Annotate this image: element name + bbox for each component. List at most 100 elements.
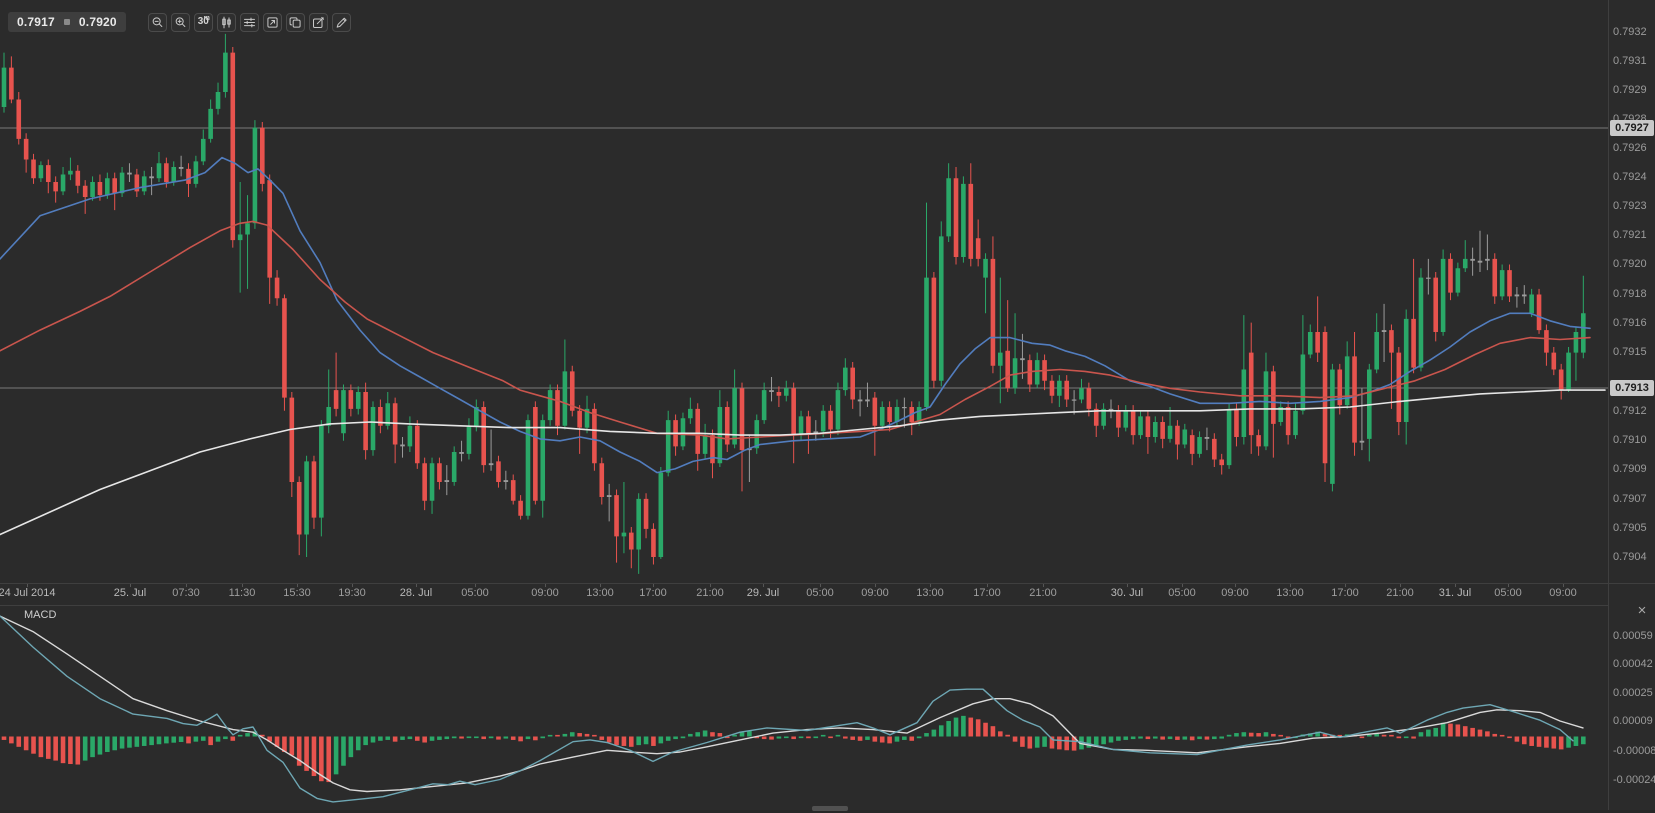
macd-signal-line-teal[interactable]	[0, 615, 1574, 803]
macd-axis-label: -0.00008	[1613, 745, 1655, 757]
time-axis-label: 05:00	[806, 587, 834, 599]
edit-chart-button[interactable]	[308, 12, 328, 32]
expand-chart-button[interactable]	[262, 12, 282, 32]
candle	[791, 382, 796, 464]
macd-bar	[857, 736, 863, 741]
macd-bar	[223, 736, 228, 740]
candle	[1581, 275, 1586, 359]
macd-bar	[879, 736, 885, 743]
macd-bar	[1389, 734, 1394, 737]
macd-bar	[75, 736, 81, 765]
candle	[651, 523, 656, 565]
macd-bar	[1108, 736, 1114, 743]
candle	[311, 455, 317, 529]
chart-type-candles-button[interactable]	[216, 12, 236, 32]
macd-bar	[754, 736, 760, 739]
bid-ask-quote[interactable]: 0.7917 0.7920	[8, 12, 126, 32]
macd-bar	[518, 736, 523, 742]
macd-bar	[547, 734, 553, 737]
candle	[1248, 322, 1254, 454]
duplicate-chart-button[interactable]	[285, 12, 305, 32]
macd-bar	[629, 736, 634, 747]
ma-line-fast-blue[interactable]	[0, 156, 1591, 474]
main-price-chart[interactable]	[0, 0, 1608, 583]
macd-bar	[38, 736, 44, 758]
zoom-in-button[interactable]	[170, 12, 190, 32]
macd-bar	[1034, 736, 1040, 748]
zoom-out-button[interactable]	[147, 12, 167, 32]
macd-bar	[1152, 736, 1158, 739]
candle	[643, 493, 649, 539]
macd-bar	[16, 736, 22, 747]
candle	[127, 163, 132, 182]
macd-bar	[1012, 736, 1018, 742]
candle	[850, 362, 855, 409]
candle	[1544, 324, 1549, 366]
candle	[459, 440, 464, 462]
macd-bar	[178, 736, 184, 743]
macd-bar	[695, 732, 701, 737]
time-axis-label: 09:00	[531, 587, 559, 599]
timeframe-value: 30	[197, 16, 209, 27]
time-axis-label: 24 Jul 2014	[0, 587, 56, 599]
macd-indicator-chart[interactable]	[0, 605, 1608, 810]
time-axis-tick	[416, 584, 417, 587]
candle	[1093, 403, 1099, 437]
spread-indicator-icon	[63, 19, 70, 25]
candle	[975, 219, 981, 267]
candle	[1278, 401, 1284, 426]
macd-bar	[968, 717, 974, 737]
candle	[1536, 288, 1542, 334]
candle	[422, 457, 427, 511]
macd-bar	[894, 736, 900, 742]
candle	[806, 410, 811, 454]
candle	[355, 386, 361, 415]
price-axis-label: 0.7923	[1613, 200, 1647, 212]
macd-bar	[1057, 736, 1062, 750]
macd-bar	[931, 729, 937, 737]
time-axis-label: 30. Jul	[1110, 587, 1144, 599]
draw-tools-button[interactable]	[331, 12, 351, 32]
time-axis-label: 29. Jul	[746, 587, 780, 599]
candle	[1403, 309, 1409, 445]
macd-bar	[407, 736, 413, 740]
macd-bar	[378, 736, 383, 741]
price-axis-label: 0.7916	[1613, 317, 1647, 329]
candle	[946, 163, 951, 242]
macd-bar	[400, 736, 405, 740]
candle	[304, 455, 309, 557]
macd-bar	[961, 715, 966, 737]
panel-resize-handle[interactable]	[812, 806, 848, 811]
macd-bar	[1071, 736, 1077, 751]
candle	[902, 397, 907, 428]
timeframe-button[interactable]: 30 m	[193, 12, 213, 32]
zoom-in-icon	[175, 16, 186, 27]
edit-icon	[312, 16, 324, 28]
macd-bar	[540, 736, 546, 739]
macd-bar	[1477, 729, 1483, 737]
macd-bar	[282, 736, 287, 752]
price-axis-label: 0.7924	[1613, 171, 1647, 183]
macd-close-icon[interactable]: ×	[1637, 602, 1647, 619]
macd-bar	[953, 717, 959, 737]
candle	[186, 163, 191, 197]
macd-bar	[474, 736, 479, 739]
candle	[1197, 431, 1202, 458]
macd-axis-label: 0.00025	[1613, 687, 1653, 699]
macd-bar	[1470, 727, 1475, 737]
macd-bar	[503, 736, 509, 739]
candle	[68, 157, 73, 181]
candle	[178, 155, 184, 177]
candle	[1204, 427, 1210, 451]
expand-icon	[267, 16, 278, 28]
time-axis-label: 09:00	[861, 587, 889, 599]
macd-bar	[938, 725, 944, 737]
macd-line-white[interactable]	[0, 615, 1584, 793]
candle	[990, 236, 996, 374]
time-axis-tick	[1290, 584, 1291, 587]
candle	[1108, 399, 1114, 419]
ma-line-slow-white[interactable]	[0, 389, 1606, 536]
candle	[274, 270, 280, 306]
macd-bar	[783, 736, 789, 739]
indicators-button[interactable]	[239, 12, 259, 32]
